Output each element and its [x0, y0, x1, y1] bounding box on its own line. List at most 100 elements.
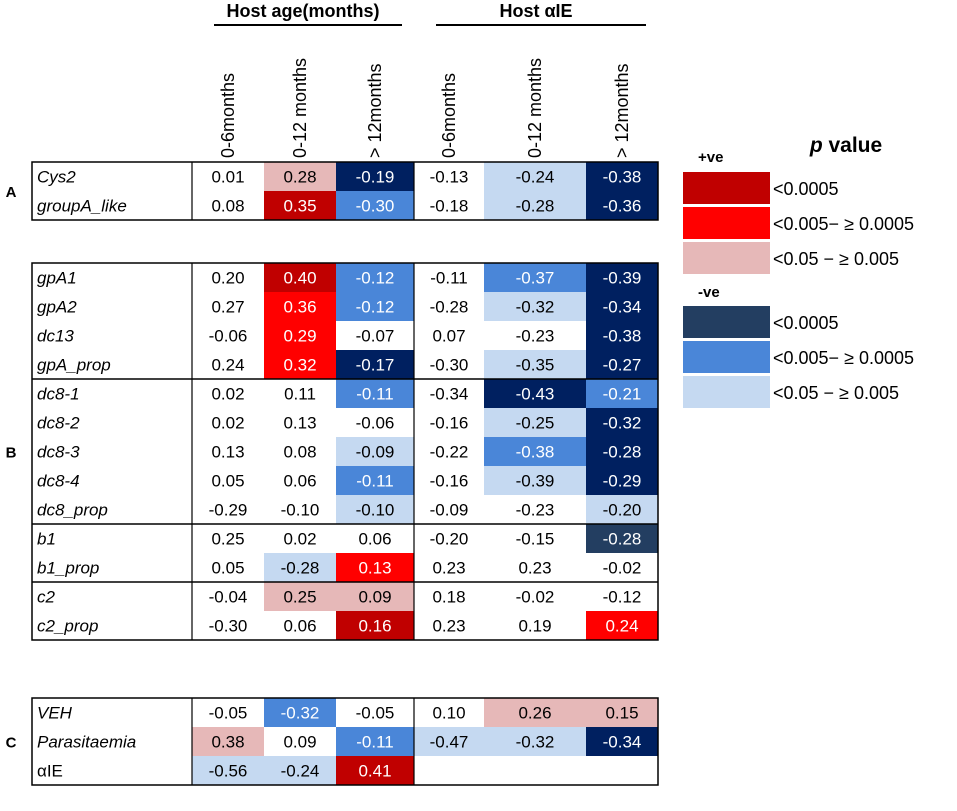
cell-value: -0.56: [209, 762, 248, 781]
row-label: gpA1: [37, 269, 77, 288]
heat-cell: [586, 292, 658, 321]
heat-cell: [586, 191, 658, 220]
row-label: gpA_prop: [37, 356, 111, 375]
heat-cell: [264, 698, 336, 727]
heat-cell: [264, 263, 336, 292]
cell-value: 0.06: [283, 472, 316, 491]
cell-value: -0.02: [603, 559, 642, 578]
row-label: dc8_prop: [37, 501, 108, 520]
cell-value: 0.02: [211, 414, 244, 433]
heat-cell: [336, 162, 414, 191]
cell-value: -0.32: [516, 733, 555, 752]
cell-value: 0.27: [211, 298, 244, 317]
cell-value: -0.39: [516, 472, 555, 491]
cell-value: 0.40: [283, 269, 316, 288]
cell-value: -0.21: [603, 385, 642, 404]
cell-value: -0.09: [356, 443, 395, 462]
heat-cell: [586, 495, 658, 524]
cell-value: -0.28: [603, 530, 642, 549]
cell-value: 0.28: [283, 168, 316, 187]
cell-value: 0.19: [518, 617, 551, 636]
cell-value: -0.11: [430, 269, 468, 288]
cell-value: -0.25: [516, 414, 555, 433]
row-label: b1_prop: [37, 559, 99, 578]
legend-title: p value: [809, 134, 882, 157]
heat-cell: [484, 379, 586, 408]
section-border: [31, 697, 659, 786]
row-label: groupA_like: [37, 197, 127, 216]
section-label: B: [6, 445, 17, 462]
heat-cell: [336, 582, 414, 611]
cell-value: -0.11: [356, 733, 394, 752]
row-label: dc8-2: [37, 414, 80, 433]
heat-cell: [336, 553, 414, 582]
cell-value: 0.15: [605, 704, 638, 723]
cell-value: -0.30: [430, 356, 469, 375]
heat-cell: [336, 191, 414, 220]
cell-value: 0.05: [211, 559, 244, 578]
heat-cell: [586, 727, 658, 756]
cell-value: -0.29: [209, 501, 248, 520]
heat-cell: [586, 437, 658, 466]
column-label-0: 0-6months: [218, 73, 238, 158]
heat-cell: [484, 466, 586, 495]
section-border: [31, 161, 659, 221]
column-label-4: 0-12 months: [525, 58, 545, 158]
cell-value: 0.18: [432, 588, 465, 607]
heat-cell: [586, 321, 658, 350]
heat-cell: [586, 379, 658, 408]
heat-cell: [192, 756, 264, 785]
cell-value: -0.16: [430, 472, 469, 491]
row-label: dc8-3: [37, 443, 80, 462]
heat-cell: [336, 263, 414, 292]
heat-cell: [336, 466, 414, 495]
cell-value: -0.23: [516, 501, 555, 520]
heat-cell: [264, 162, 336, 191]
cell-value: -0.10: [281, 501, 320, 520]
heat-cell: [484, 292, 586, 321]
legend-label: <0.0005: [773, 313, 839, 333]
cell-value: 0.26: [518, 704, 551, 723]
cell-value: -0.32: [603, 414, 642, 433]
cell-value: -0.43: [516, 385, 555, 404]
cell-value: -0.35: [516, 356, 555, 375]
heat-cell: [586, 263, 658, 292]
legend-label: <0.05 − ≥ 0.005: [773, 383, 899, 403]
cell-value: 0.01: [211, 168, 244, 187]
row-label: dc8-1: [37, 385, 80, 404]
cell-value: 0.09: [358, 588, 391, 607]
cell-value: -0.30: [209, 617, 248, 636]
cell-value: 0.13: [283, 414, 316, 433]
heat-cell: [484, 437, 586, 466]
cell-value: -0.32: [516, 298, 555, 317]
cell-value: -0.27: [603, 356, 642, 375]
legend-swatch: [683, 172, 770, 204]
cell-value: 0.11: [284, 385, 316, 404]
heat-cell: [192, 727, 264, 756]
heat-cell: [336, 350, 414, 379]
row-label: Cys2: [37, 168, 76, 187]
cell-value: -0.17: [356, 356, 395, 375]
cell-value: 0.38: [211, 733, 244, 752]
cell-value: -0.38: [603, 168, 642, 187]
cell-value: 0.02: [283, 530, 316, 549]
cell-value: -0.18: [430, 197, 469, 216]
heat-cell: [264, 292, 336, 321]
legend-label: <0.005− ≥ 0.0005: [773, 214, 914, 234]
cell-value: -0.34: [603, 298, 642, 317]
cell-value: 0.08: [211, 197, 244, 216]
heat-cell: [586, 466, 658, 495]
row-label: gpA2: [37, 298, 77, 317]
cell-value: -0.05: [356, 704, 395, 723]
cell-value: 0.41: [358, 762, 391, 781]
heat-cell: [336, 756, 414, 785]
heat-cell: [484, 191, 586, 220]
legend-swatch: [683, 341, 770, 373]
column-label-3: 0-6months: [439, 73, 459, 158]
cell-value: -0.22: [430, 443, 469, 462]
cell-value: -0.23: [516, 327, 555, 346]
heat-cell: [414, 727, 484, 756]
cell-value: -0.11: [356, 472, 394, 491]
cell-value: -0.32: [281, 704, 320, 723]
heat-cell: [484, 263, 586, 292]
